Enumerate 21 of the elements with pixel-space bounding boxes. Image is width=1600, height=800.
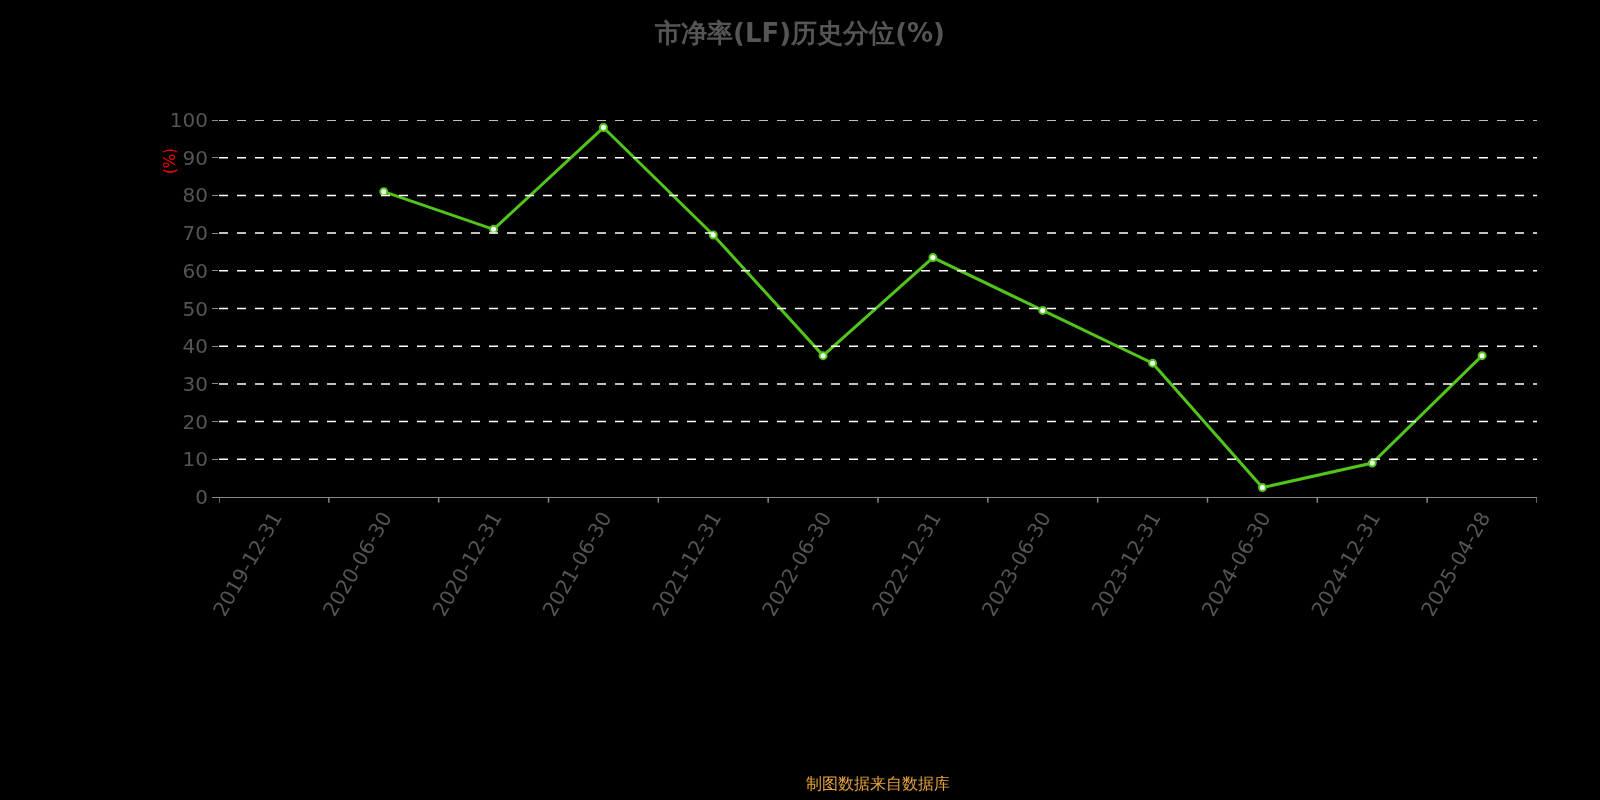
y-tick-label: 80 (182, 183, 208, 208)
y-axis-title: (%) (161, 148, 180, 175)
text: 制图数据来自数据库 (806, 774, 950, 793)
point (928, 253, 938, 263)
y-tick-label: 0 (195, 485, 208, 509)
point (1148, 358, 1158, 368)
y-tick-label: 10 (182, 447, 208, 472)
point (1257, 483, 1267, 493)
point (489, 224, 499, 234)
y-tick-label: 100 (169, 108, 208, 132)
y-tick-label: 60 (182, 258, 208, 283)
y-tick-label: 70 (182, 221, 208, 246)
y-tick-label: 20 (182, 409, 208, 434)
y-tick-label: 50 (182, 296, 208, 321)
chart-title: 市净率(LF)历史分位(%) (654, 18, 945, 49)
point (1477, 351, 1487, 361)
point (598, 123, 608, 133)
y-tick-label: 90 (182, 145, 208, 170)
point (818, 351, 828, 361)
y-tick-label: 40 (182, 334, 208, 359)
y-tick-label: 30 (182, 371, 208, 396)
